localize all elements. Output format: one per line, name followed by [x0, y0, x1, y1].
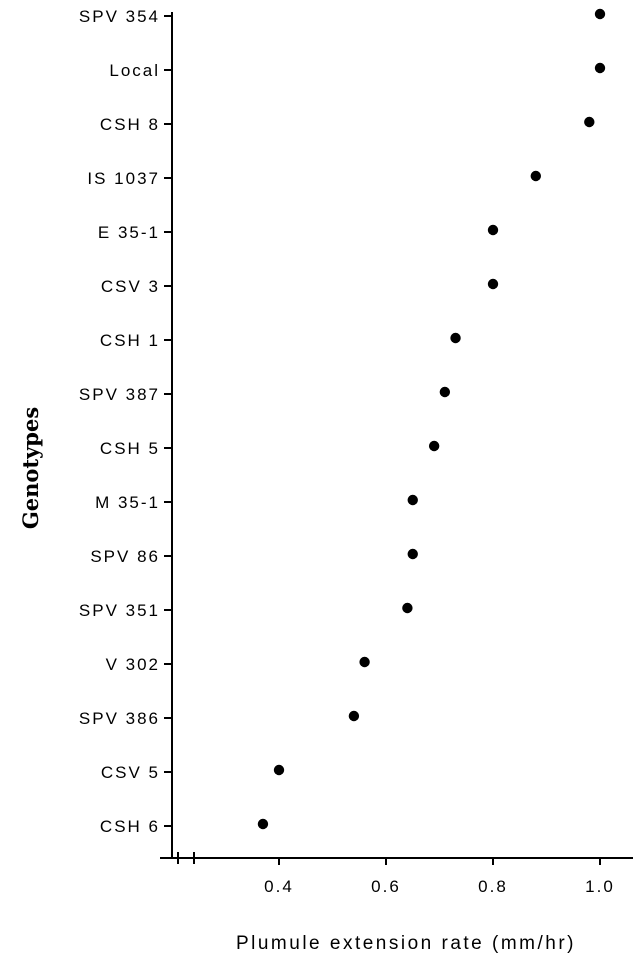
- x-axis: 0.4 0.6 0.8 1.0: [160, 852, 633, 896]
- y-tick-label: SPV 351: [79, 601, 160, 620]
- data-point-csh-8: [584, 116, 595, 128]
- y-tick-label: Local: [109, 61, 160, 80]
- data-point-spv-386: [348, 710, 360, 722]
- data-point-csh-1: [450, 332, 461, 344]
- y-tick-label: CSH 6: [100, 817, 160, 836]
- data-point-csh-5: [428, 440, 440, 452]
- y-tick-label: CSV 5: [101, 763, 160, 782]
- y-axis: SPV 354 Local CSH 8 IS 1037 E 35-1 CSV 3 CSH 1…: [79, 7, 173, 858]
- y-tick-label: SPV 386: [79, 709, 160, 728]
- x-tick-label: 0.8: [478, 877, 508, 896]
- x-tick-label: 0.4: [264, 877, 294, 896]
- data-point-is-1037: [530, 170, 541, 182]
- y-tick-label: CSH 5: [100, 439, 160, 458]
- data-points: [257, 8, 606, 830]
- y-tick-label: CSH 8: [100, 115, 160, 134]
- data-point-csh-6: [257, 818, 269, 830]
- y-tick-label: IS 1037: [87, 169, 160, 188]
- data-point-m-35-1: [407, 494, 418, 506]
- y-tick-label: CSH 1: [100, 331, 160, 350]
- y-tick-label: SPV 86: [90, 547, 160, 566]
- x-axis-title: Plumule extension rate (mm/hr): [236, 933, 576, 954]
- y-tick-label: SPV 354: [79, 7, 160, 26]
- data-point-spv-387: [439, 386, 451, 398]
- y-axis-title: Genotypes: [18, 407, 43, 529]
- x-tick-label: 0.6: [371, 877, 401, 896]
- data-point-v-302: [359, 656, 370, 668]
- data-point-e-35-1: [487, 224, 499, 236]
- x-tick-label: 1.0: [585, 877, 615, 896]
- y-tick-label: CSV 3: [101, 277, 160, 296]
- y-tick-label: E 35-1: [98, 223, 160, 242]
- y-tick-label: V 302: [106, 655, 160, 674]
- data-point-local: [594, 62, 606, 74]
- data-point-csv-3: [487, 278, 499, 290]
- data-point-csv-5: [273, 764, 285, 776]
- data-point-spv-354: [594, 8, 606, 20]
- y-tick-label: M 35-1: [95, 493, 160, 512]
- data-point-spv-86: [407, 548, 418, 560]
- y-tick-label: SPV 387: [79, 385, 160, 404]
- data-point-spv-351: [402, 602, 413, 614]
